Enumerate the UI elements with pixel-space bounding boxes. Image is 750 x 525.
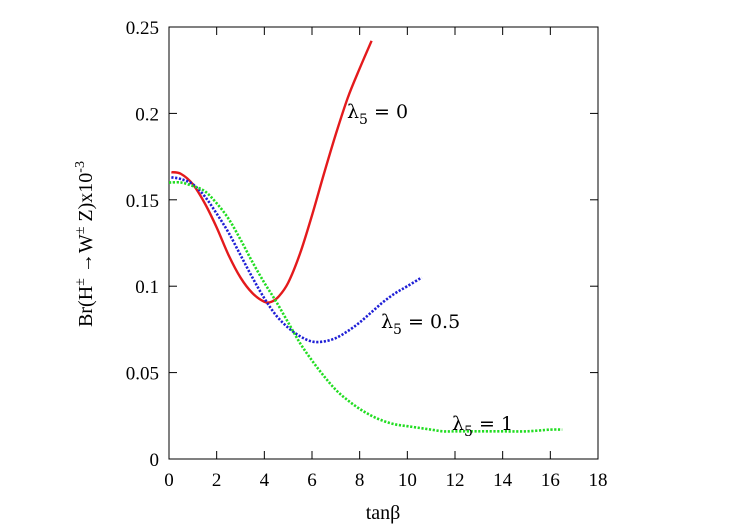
y-tick-label: 0.15	[126, 191, 159, 212]
y-tick-label: 0.25	[126, 18, 159, 39]
x-tick-label: 10	[398, 470, 417, 491]
x-tick-label: 2	[212, 470, 222, 491]
x-tick-label: 4	[260, 470, 270, 491]
y-tick-label: 0.05	[126, 364, 159, 385]
label-lambda5-1: λ5 = 1	[452, 413, 513, 440]
plot-frame	[168, 26, 599, 460]
x-tick-label: 18	[589, 470, 608, 491]
x-tick-label: 8	[355, 470, 365, 491]
series-lines	[168, 40, 563, 433]
x-tick-label: 0	[164, 470, 174, 491]
x-tick-label: 12	[446, 470, 465, 491]
y-tick-label: 0.1	[135, 277, 159, 298]
series-line-1	[171, 176, 423, 344]
series-line-2	[168, 180, 563, 433]
series-line-0	[171, 40, 373, 304]
label-lambda5-0.5: λ5 = 0.5	[381, 311, 460, 338]
x-tick-label: 6	[307, 470, 317, 491]
y-tick-label: 0.2	[135, 104, 159, 125]
label-lambda5-0: λ5 = 0	[347, 101, 408, 128]
x-tick-label: 16	[541, 470, 560, 491]
axis-ticks: 0 2 4 6 8 10 12 14 16 18 0 0.05 0.1 0.15 0.2 0.25	[126, 18, 608, 491]
y-axis-label: Br(H± →W± Z)x10-3	[73, 161, 97, 327]
x-tick-label: 14	[493, 470, 513, 491]
x-axis-label: tanβ	[366, 502, 401, 524]
y-tick-label: 0	[150, 450, 160, 471]
